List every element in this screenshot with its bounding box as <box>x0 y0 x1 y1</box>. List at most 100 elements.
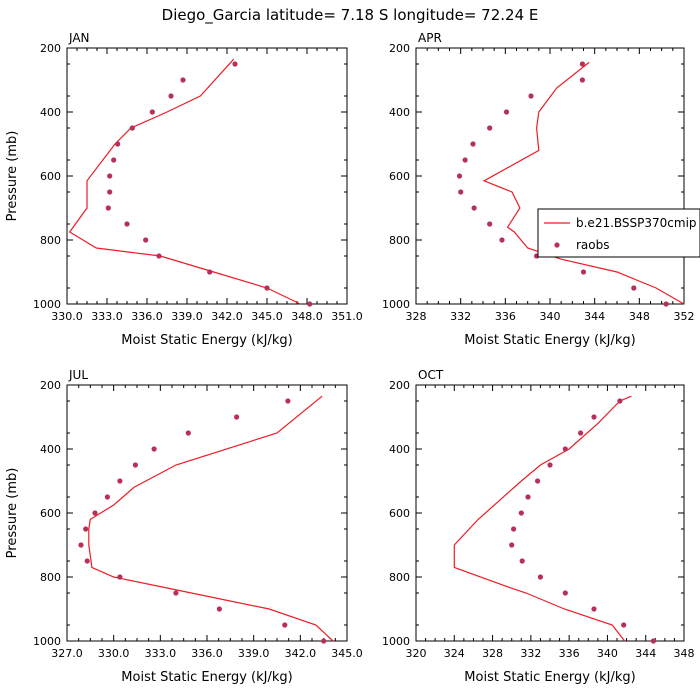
x-tick-label: 328 <box>406 310 427 323</box>
panel-label: JUL <box>68 368 88 382</box>
legend-box <box>537 208 700 258</box>
x-tick-label: 336 <box>559 647 580 660</box>
raobs-point <box>518 510 524 516</box>
y-tick-label: 200 <box>389 42 410 55</box>
raobs-point <box>650 638 657 644</box>
raobs-point <box>216 606 222 612</box>
raobs-point <box>617 398 623 404</box>
raobs-point <box>107 173 113 179</box>
panel-jan: JAN 330.0 333.0 336.0 339.0 342.0 345.0 348.0 35… <box>5 31 363 348</box>
y-tick-label: 200 <box>40 379 61 392</box>
raobs-point <box>149 109 155 115</box>
raobs-point <box>117 478 123 484</box>
raobs-point <box>621 622 627 628</box>
y-axis-title: Pressure (mb) <box>5 131 20 222</box>
raobs-point <box>509 542 515 548</box>
raobs-point <box>115 141 121 147</box>
y-axis-title: Pressure (mb) <box>5 468 20 559</box>
raobs-point <box>487 125 493 131</box>
x-tick-label: 333.0 <box>91 310 123 323</box>
model-series-line <box>482 61 685 305</box>
y-tick-label: 800 <box>40 234 61 247</box>
legend: b.e21.BSSP370cmip raobs <box>537 208 700 258</box>
raobs-point <box>562 446 568 452</box>
raobs-point <box>579 77 586 83</box>
panel-label: JAN <box>68 31 90 45</box>
raobs-point <box>111 157 117 163</box>
y-tick-label: 800 <box>389 234 410 247</box>
raobs-point <box>207 269 213 275</box>
raobs-point <box>525 494 531 500</box>
x-tick-label: 330.0 <box>51 310 83 323</box>
raobs-point <box>580 269 587 275</box>
raobs-point <box>83 526 89 532</box>
x-tick-label: 352 <box>674 310 695 323</box>
y-tick-label: 1000 <box>33 298 61 311</box>
raobs-point <box>547 462 553 468</box>
raobs-point <box>528 93 534 99</box>
raobs-point <box>185 430 191 436</box>
raobs-point <box>180 77 186 83</box>
raobs-point <box>78 542 84 548</box>
x-axis-title: Moist Static Energy (kJ/kg) <box>464 670 635 685</box>
x-tick-label: 320 <box>406 647 427 660</box>
raobs-point <box>470 141 476 147</box>
y-tick-label: 600 <box>40 170 61 183</box>
x-tick-label: 345.0 <box>251 310 283 323</box>
y-tick-label: 400 <box>40 106 61 119</box>
raobs-point <box>471 205 477 211</box>
raobs-point <box>285 398 291 404</box>
raobs-point <box>234 414 240 420</box>
raobs-point <box>232 61 238 67</box>
raobs-point <box>510 526 517 532</box>
x-tick-label: 340 <box>597 647 618 660</box>
raobs-point <box>537 574 544 580</box>
x-axis-title: Moist Static Energy (kJ/kg) <box>121 333 292 348</box>
raobs-point <box>562 590 568 596</box>
raobs-point <box>124 221 130 227</box>
panel-oct: OCT 320 324 328 332 336 340 344 348 200 400 600 800 1… <box>382 368 695 685</box>
x-tick-label: 348 <box>629 310 650 323</box>
y-tick-label: 1000 <box>33 635 61 648</box>
raobs-point <box>92 510 98 516</box>
x-tick-label: 351.0 <box>331 310 363 323</box>
legend-label-model: b.e21.BSSP370cmip <box>576 216 697 230</box>
raobs-point <box>503 109 510 115</box>
y-tick-label: 600 <box>389 507 410 520</box>
figure-title: Diego_Garcia latitude= 7.18 S longitude=… <box>162 6 539 25</box>
x-tick-label: 342.0 <box>285 647 317 660</box>
x-tick-label: 339.0 <box>238 647 270 660</box>
raobs-point <box>456 173 463 179</box>
y-tick-label: 200 <box>40 42 61 55</box>
raobs-point <box>282 622 288 628</box>
raobs-point <box>105 205 111 211</box>
raobs-point <box>591 414 597 420</box>
panel-jul: JUL 327.0 330.0 333.0 336.0 339.0 342.0 345.0 20… <box>5 368 363 685</box>
x-tick-label: 332 <box>450 310 471 323</box>
x-tick-label: 332 <box>520 647 541 660</box>
x-axis-title: Moist Static Energy (kJ/kg) <box>464 333 635 348</box>
raobs-point <box>117 574 123 580</box>
x-tick-label: 348.0 <box>291 310 323 323</box>
y-tick-label: 1000 <box>382 635 410 648</box>
y-tick-label: 800 <box>389 571 410 584</box>
x-tick-label: 336.0 <box>131 310 163 323</box>
y-tick-label: 600 <box>389 170 410 183</box>
raobs-point <box>519 558 525 564</box>
raobs-point <box>151 446 157 452</box>
raobs-point <box>143 237 149 243</box>
y-tick-label: 400 <box>389 106 410 119</box>
model-series-line <box>88 395 334 642</box>
panel-label: OCT <box>418 368 444 382</box>
raobs-point <box>129 125 135 131</box>
x-tick-label: 327.0 <box>51 647 83 660</box>
raobs-point <box>579 61 586 67</box>
x-tick-label: 345.0 <box>331 647 363 660</box>
raobs-point <box>321 638 327 644</box>
x-tick-label: 333.0 <box>145 647 177 660</box>
raobs-point <box>104 494 110 500</box>
x-tick-label: 330.0 <box>98 647 130 660</box>
y-tick-label: 800 <box>40 571 61 584</box>
raobs-point <box>499 237 505 243</box>
plot-frame <box>415 47 685 305</box>
